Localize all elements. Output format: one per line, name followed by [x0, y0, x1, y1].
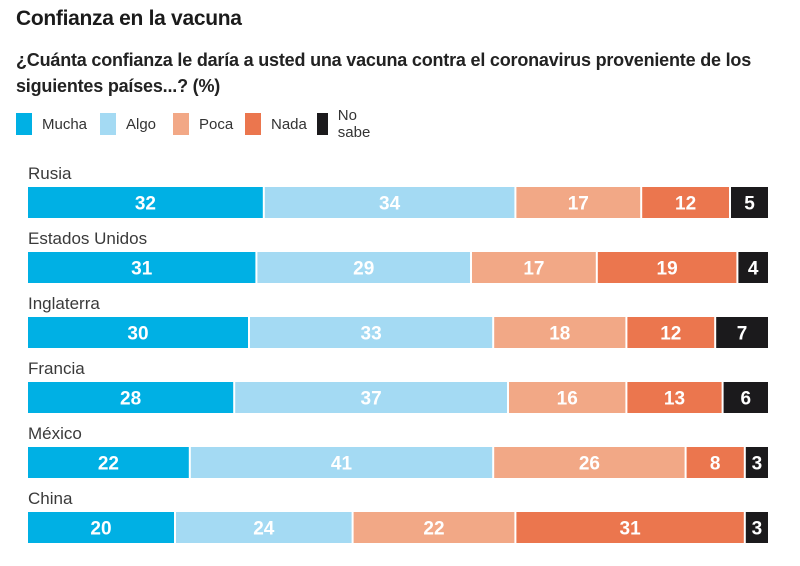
bar-segment-no-sabe — [745, 512, 768, 543]
bar-segment-mucha — [28, 447, 189, 478]
bar-segment-no-sabe — [716, 317, 768, 348]
data-label-mucha: 28 — [120, 389, 141, 410]
bar-segment-poca — [509, 382, 626, 413]
bar-segment-poca — [516, 187, 641, 218]
legend-label-algo: Algo — [126, 115, 157, 133]
bar-segment-algo — [264, 187, 515, 218]
legend-item-algo: Algo — [100, 112, 156, 136]
legend-swatch-nada — [245, 113, 261, 135]
bar-segment-algo — [257, 252, 470, 283]
bar-segment-mucha — [28, 512, 174, 543]
bar-segment-no-sabe — [738, 252, 768, 283]
data-label-mucha: 32 — [135, 194, 156, 215]
data-label-algo: 34 — [379, 194, 401, 215]
category-label: Francia — [28, 359, 85, 378]
bar-segment-mucha — [28, 252, 256, 283]
legend-item-no-sabe: No sabe — [317, 107, 376, 141]
legend-item-poca: Poca — [173, 112, 233, 136]
legend-label-poca: Poca — [199, 115, 234, 133]
bar-row-estados-unidos: Estados Unidos 31 29 17 19 4 — [28, 229, 768, 283]
bar-segment-nada — [686, 447, 744, 478]
data-label-poca: 17 — [568, 194, 589, 215]
data-label-mucha: 31 — [131, 259, 153, 280]
legend-item-nada: Nada — [245, 112, 307, 136]
data-label-poca: 18 — [549, 324, 570, 345]
bar-segment-no-sabe — [745, 447, 768, 478]
bar-segment-poca — [472, 252, 596, 283]
legend-label-nada: Nada — [271, 115, 307, 133]
bar-segment-poca — [353, 512, 515, 543]
bar-segment-algo — [190, 447, 493, 478]
bar-segment-mucha — [28, 382, 234, 413]
bar-segment-poca — [494, 447, 685, 478]
data-label-poca: 17 — [523, 259, 544, 280]
chart-title: Confianza en la vacuna — [16, 7, 242, 30]
data-label-algo: 24 — [253, 519, 275, 540]
data-label-no-sabe: 5 — [744, 194, 755, 215]
data-label-nada: 12 — [675, 194, 696, 215]
data-label-no-sabe: 3 — [752, 454, 763, 475]
category-label: Rusia — [28, 164, 72, 183]
legend-swatch-algo — [100, 113, 116, 135]
bar-segment-mucha — [28, 317, 248, 348]
legend-swatch-no-sabe — [317, 113, 328, 135]
category-label: China — [28, 489, 73, 508]
category-label: Inglaterra — [28, 294, 100, 313]
data-label-algo: 41 — [331, 454, 353, 475]
data-label-mucha: 22 — [98, 454, 119, 475]
data-label-mucha: 30 — [127, 324, 148, 345]
bar-segment-nada — [627, 382, 722, 413]
data-label-nada: 8 — [710, 454, 721, 475]
bar-row-francia: Francia 28 37 16 13 6 — [28, 359, 768, 413]
data-label-algo: 33 — [361, 324, 382, 345]
data-label-nada: 19 — [657, 259, 678, 280]
data-label-no-sabe: 4 — [748, 259, 759, 280]
data-label-poca: 22 — [423, 519, 444, 540]
data-label-mucha: 20 — [90, 519, 111, 540]
bar-segment-nada — [597, 252, 737, 283]
data-label-no-sabe: 7 — [737, 324, 748, 345]
data-label-nada: 13 — [664, 389, 685, 410]
bar-segment-no-sabe — [723, 382, 768, 413]
bar-row-inglaterra: Inglaterra 30 33 18 12 7 — [28, 294, 768, 348]
data-label-no-sabe: 3 — [752, 519, 763, 540]
bar-row-rusia: Rusia 32 34 17 12 5 — [28, 164, 768, 218]
legend-label-mucha: Mucha — [42, 115, 88, 133]
bar-segment-nada — [642, 187, 729, 218]
bar-row-china: China 20 24 22 31 3 — [28, 489, 768, 543]
bar-segment-algo — [176, 512, 352, 543]
data-label-algo: 29 — [353, 259, 374, 280]
bar-segment-nada — [627, 317, 715, 348]
bar-row-mexico: México 22 41 26 8 3 — [28, 424, 768, 478]
chart-subtitle: ¿Cuánta confianza le daría a usted una v… — [16, 50, 752, 96]
bar-segment-mucha — [28, 187, 263, 218]
category-label: México — [28, 424, 82, 443]
bar-segment-poca — [494, 317, 626, 348]
bar-segment-algo — [250, 317, 493, 348]
data-label-nada: 31 — [620, 519, 642, 540]
legend-swatch-poca — [173, 113, 189, 135]
bar-segment-nada — [516, 512, 744, 543]
legend-swatch-mucha — [16, 113, 32, 135]
bar-segment-no-sabe — [731, 187, 768, 218]
data-label-no-sabe: 6 — [741, 389, 752, 410]
category-label: Estados Unidos — [28, 229, 147, 248]
data-label-poca: 26 — [579, 454, 600, 475]
legend-item-mucha: Mucha — [16, 112, 87, 136]
legend-label-no-sabe: No sabe — [337, 107, 371, 141]
data-label-nada: 12 — [660, 324, 681, 345]
data-label-algo: 37 — [361, 389, 382, 410]
bar-segment-algo — [235, 382, 507, 413]
data-label-poca: 16 — [557, 389, 578, 410]
